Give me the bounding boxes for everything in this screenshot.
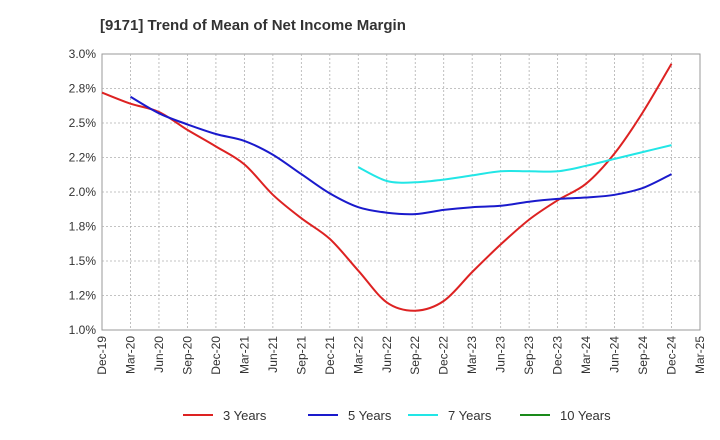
y-tick-label: 2.2% [69,151,97,165]
x-tick-label: Jun-24 [608,336,622,373]
x-tick-label: Mar-22 [351,336,365,374]
x-tick-label: Jun-21 [266,336,280,373]
x-tick-label: Dec-21 [323,336,337,375]
series-line-7-years [357,144,672,184]
x-axis-tick-labels: Dec-19 Mar-20 Jun-20 Sep-20 Dec-20 Mar-21 Jun-… [95,336,707,375]
legend-label: 10 Years [560,408,611,423]
x-tick-label: Mar-20 [123,336,137,374]
x-tick-label: Mar-21 [237,336,251,374]
x-tick-label: Jun-20 [152,336,166,373]
x-tick-label: Dec-19 [95,336,109,375]
x-tick-label: Dec-22 [437,336,451,375]
x-tick-label: Mar-24 [579,336,593,374]
legend-label: 7 Years [448,408,492,423]
x-tick-label: Sep-23 [522,336,536,375]
x-tick-label: Sep-20 [180,336,194,375]
x-tick-label: Mar-25 [693,336,707,374]
y-tick-label: 2.0% [69,185,97,199]
x-tick-label: Sep-24 [636,336,650,375]
chart-title: [9171] Trend of Mean of Net Income Margi… [100,17,406,34]
x-tick-label: Jun-23 [494,336,508,373]
y-tick-label: 1.0% [69,323,97,337]
y-tick-label: 1.8% [69,220,97,234]
plot-frame [101,53,701,331]
y-tick-label: 3.0% [69,47,97,61]
y-tick-label: 2.5% [69,116,97,130]
x-tick-label: Sep-21 [294,336,308,375]
x-tick-label: Sep-22 [408,336,422,375]
series-line-3-years [101,63,673,312]
legend-label: 5 Years [348,408,392,423]
x-tick-label: Dec-23 [551,336,565,375]
x-tick-label: Dec-20 [209,336,223,375]
y-axis-tick-labels: 1.0% 1.2% 1.5% 1.8% 2.0% 2.2% 2.5% 2.8% 3.0% [69,47,97,337]
y-tick-label: 1.5% [69,254,97,268]
legend: 3 Years 5 Years 7 Years 10 Years [183,408,611,423]
plot-area [101,53,701,331]
x-tick-label: Mar-23 [465,336,479,374]
legend-label: 3 Years [223,408,267,423]
y-tick-label: 2.8% [69,82,97,96]
x-tick-label: Dec-24 [665,336,679,375]
y-tick-label: 1.2% [69,289,97,303]
series-line-5-years [130,95,672,216]
x-tick-label: Jun-22 [380,336,394,373]
series-lines [101,63,673,312]
